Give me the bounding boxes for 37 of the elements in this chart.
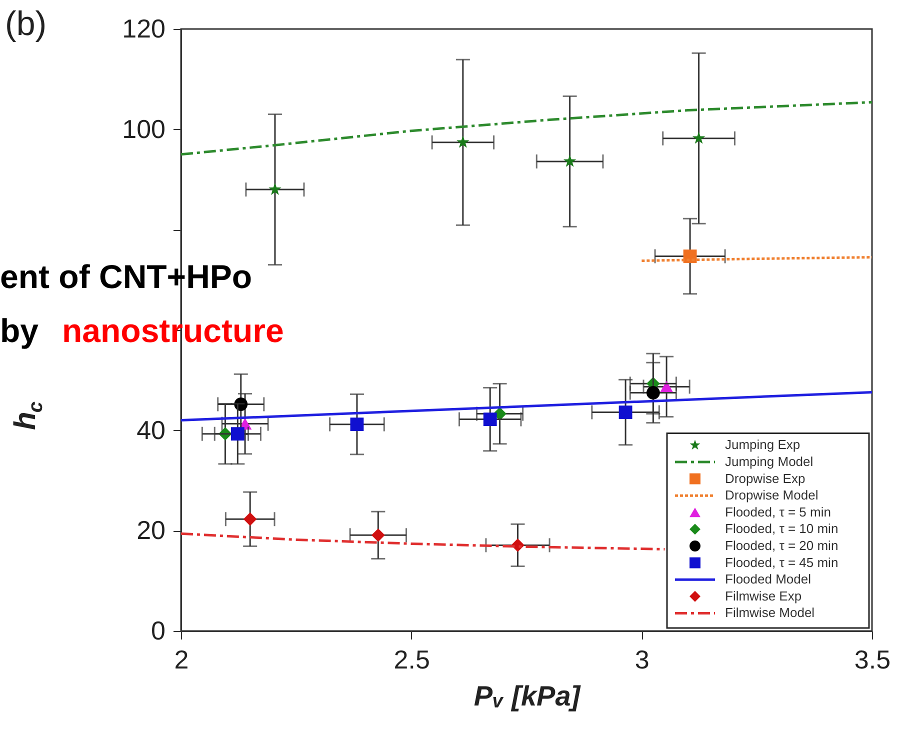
point <box>456 136 470 148</box>
y-tick-label: 0 <box>151 616 166 646</box>
y-axis-title: hc <box>9 401 47 430</box>
line-series <box>180 100 874 156</box>
point <box>646 386 660 400</box>
line-series <box>180 532 666 550</box>
y-tick-label: 100 <box>122 114 166 144</box>
legend-label: Flooded, τ = 10 min <box>725 521 838 536</box>
legend-label: Filmwise Exp <box>725 588 802 604</box>
legend-label: Filmwise Model <box>725 605 815 620</box>
legend-label: Jumping Model <box>725 454 814 469</box>
legend-label: Flooded Model <box>725 572 812 587</box>
legend-label: Flooded, τ = 20 min <box>725 538 838 553</box>
legend-label: Dropwise Exp <box>725 470 806 486</box>
legend-label: Flooded, τ = 5 min <box>725 504 831 520</box>
text: (b) <box>5 5 47 43</box>
x-tick-label: 2 <box>174 644 189 674</box>
point <box>268 182 282 195</box>
point <box>618 406 632 419</box>
legend-label: Flooded, τ = 45 min <box>725 554 838 570</box>
point <box>230 427 244 441</box>
legend-label: Dropwise Model <box>725 488 818 503</box>
point <box>371 528 385 542</box>
point <box>350 418 364 432</box>
x-tick-label: 2.5 <box>394 644 430 674</box>
point <box>563 154 576 167</box>
point <box>692 132 706 144</box>
x-tick-label: 3.5 <box>854 644 891 674</box>
point <box>243 512 257 526</box>
x-tick-label: 3 <box>634 644 650 674</box>
y-tick-label: 20 <box>136 515 166 546</box>
text: by <box>0 312 40 349</box>
x-axis-title: Pᵥ [kPa] <box>474 680 582 712</box>
y-tick-label: 120 <box>122 14 166 44</box>
y-tick-label: 40 <box>136 414 166 445</box>
point <box>483 412 497 426</box>
legend-label: Jumping Exp <box>725 437 800 452</box>
